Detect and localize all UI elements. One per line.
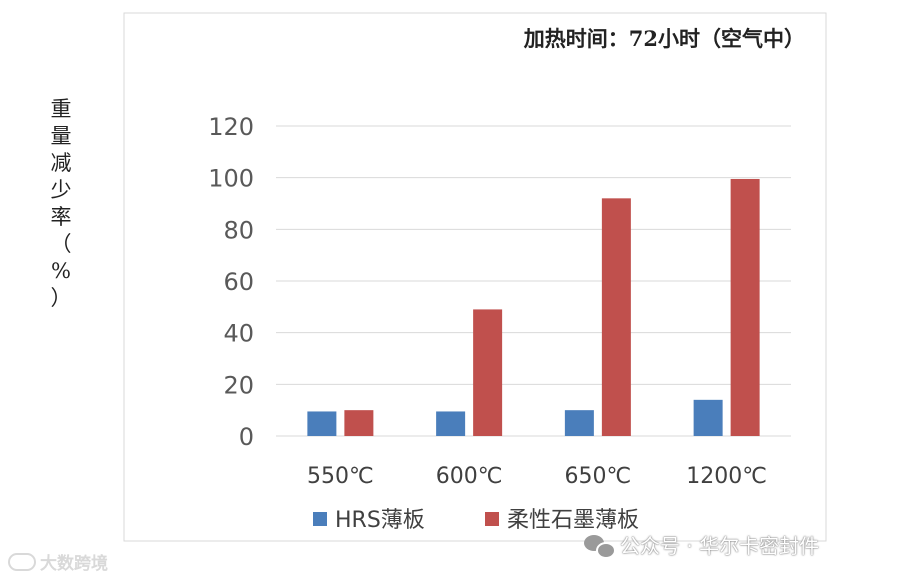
legend-swatch [313, 512, 327, 526]
legend-label: HRS薄板 [335, 508, 425, 533]
watermark-right-text: 公众号 · 华尔卡密封件 [620, 534, 820, 558]
y-axis-label: 重 量 减 少 率 （ % ） [50, 97, 72, 310]
y-tick-label: 0 [239, 423, 254, 451]
y-tick-label: 40 [223, 320, 254, 348]
chart-frame [123, 12, 827, 542]
wechat-icon [584, 533, 616, 559]
bar-graphite-1 [473, 309, 503, 436]
brand-logo-icon [8, 552, 36, 571]
bar-graphite-3 [730, 178, 760, 437]
y-tick-label: 100 [208, 165, 254, 193]
bar-hrs-1 [436, 411, 466, 436]
y-tick-label: 120 [208, 113, 254, 141]
chart-title: 加热时间：72小时（空气中） [523, 26, 805, 51]
x-tick-label: 550℃ [307, 464, 374, 489]
y-axis-ticks: 0 20 40 60 80 100 120 [208, 113, 254, 451]
bar-graphite-0 [344, 410, 374, 436]
y-tick-label: 20 [223, 371, 254, 399]
watermark-left: 大数跨境 [8, 549, 108, 574]
gridlines [276, 125, 791, 437]
x-axis-ticks: 550℃ 600℃ 650℃ 1200℃ [307, 464, 767, 489]
x-tick-label: 650℃ [565, 464, 632, 489]
x-tick-label: 1200℃ [686, 464, 767, 489]
bars [307, 178, 760, 437]
legend-label: 柔性石墨薄板 [507, 508, 639, 533]
x-tick-label: 600℃ [436, 464, 503, 489]
bar-hrs-3 [693, 399, 723, 436]
bar-hrs-0 [307, 411, 337, 436]
watermark-left-text: 大数跨境 [40, 554, 108, 574]
bar-hrs-2 [564, 410, 594, 436]
bar-graphite-2 [601, 198, 631, 436]
y-tick-label: 60 [223, 268, 254, 296]
legend-swatch [485, 512, 499, 526]
y-tick-label: 80 [223, 216, 254, 244]
legend: HRS薄板 柔性石墨薄板 [313, 508, 639, 533]
watermark-right: 公众号 · 华尔卡密封件 [584, 530, 819, 559]
